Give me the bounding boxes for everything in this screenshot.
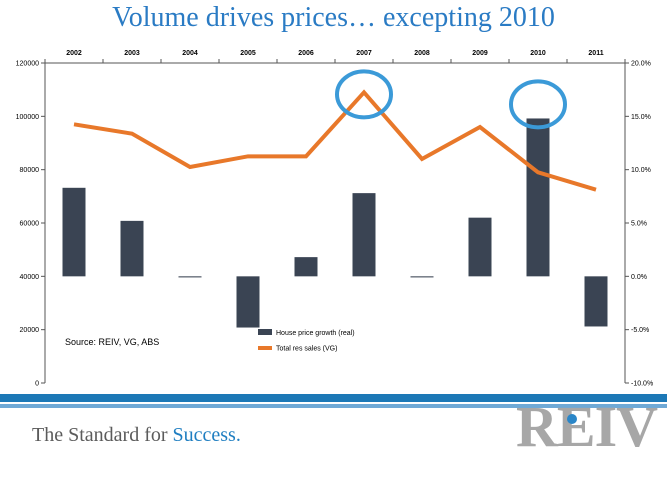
bar — [62, 187, 86, 277]
y-tick-label-left: 80000 — [20, 167, 40, 174]
y-tick-label-left: 40000 — [20, 274, 40, 281]
x-tick-label: 2003 — [124, 50, 140, 57]
logo-text: REIV — [516, 394, 658, 459]
x-tick-label: 2005 — [240, 50, 256, 57]
bar — [236, 276, 260, 328]
bar — [352, 193, 376, 277]
highlight-circle — [335, 69, 393, 120]
bar — [178, 276, 202, 278]
tagline-accent: Success. — [172, 424, 241, 446]
x-tick-label: 2009 — [472, 50, 488, 57]
y-tick-label-right: 15.0% — [631, 114, 651, 121]
y-tick-label-left: 120000 — [16, 61, 39, 68]
x-tick-label: 2011 — [588, 50, 603, 57]
highlight-circle — [509, 79, 567, 130]
logo-dot — [567, 414, 577, 424]
y-tick-label-right: 10.0% — [631, 167, 651, 174]
x-tick-label: 2007 — [356, 50, 372, 57]
page-title: Volume drives prices… excepting 2010 — [112, 2, 555, 33]
legend-label-bar: House price growth (real) — [276, 330, 355, 337]
x-tick-label: 2006 — [298, 50, 314, 57]
legend-label-line: Total res sales (VG) — [276, 346, 337, 353]
legend-swatch-bar — [258, 329, 272, 335]
x-tick-label: 2008 — [414, 50, 430, 57]
tagline: The Standard for Success. — [32, 424, 241, 447]
chart: 0 20000 40000 60000 80000 100000 120000 -10.0% -… — [16, 50, 654, 388]
bar — [410, 276, 434, 278]
y-tick-label-right: 20.0% — [631, 61, 651, 68]
y-tick-label-left: 60000 — [20, 221, 40, 228]
y-tick-label-left: 20000 — [20, 327, 40, 334]
line-series — [73, 89, 597, 192]
bar — [526, 118, 550, 277]
bar — [120, 220, 144, 277]
x-tick-label: 2002 — [66, 50, 82, 57]
y-tick-label-right: -10.0% — [631, 381, 653, 388]
tagline-prefix: The Standard for — [32, 424, 173, 446]
reiv-logo: REIV — [516, 394, 658, 459]
divider-band — [0, 394, 667, 402]
bar — [294, 257, 318, 277]
y-tick-label-right: -5.0% — [631, 327, 649, 334]
x-tick-label: 2004 — [182, 50, 198, 57]
y-tick-label-left: 0 — [35, 381, 39, 388]
y-tick-label-right: 5.0% — [631, 221, 647, 228]
bar — [584, 276, 608, 327]
bar — [468, 217, 492, 277]
y-tick-label-right: 0.0% — [631, 274, 647, 281]
divider-band-light — [0, 404, 667, 408]
source-note: Source: REIV, VG, ABS — [65, 337, 159, 347]
x-tick-label: 2010 — [530, 50, 546, 57]
y-tick-label-left: 100000 — [16, 114, 39, 121]
